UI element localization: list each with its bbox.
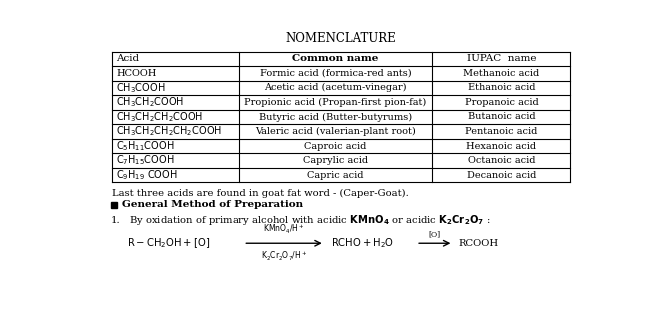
Text: Last three acids are found in goat fat word - (Caper-Goat).: Last three acids are found in goat fat w… [112,189,408,198]
Text: $\mathrm{CH_3COOH}$: $\mathrm{CH_3COOH}$ [116,81,166,95]
Text: Acetic acid (acetum-vinegar): Acetic acid (acetum-vinegar) [264,83,407,93]
Text: By oxidation of primary alcohol with acidic $\mathbf{KMnO_4}$ or acidic $\mathbf: By oxidation of primary alcohol with aci… [129,213,490,227]
Text: $\mathrm{CH_3CH_2COOH}$: $\mathrm{CH_3CH_2COOH}$ [116,96,185,109]
Text: $\mathrm{RCHO + H_2O}$: $\mathrm{RCHO + H_2O}$ [331,236,394,250]
Text: Caprylic acid: Caprylic acid [303,156,368,165]
Text: Valeric acid (valerian-plant root): Valeric acid (valerian-plant root) [255,127,416,136]
Text: $\mathrm{C_7H_{15}COOH}$: $\mathrm{C_7H_{15}COOH}$ [116,154,175,167]
Text: General Method of Preparation: General Method of Preparation [122,200,303,209]
Text: $\mathrm{C_9H_{19}\ COOH}$: $\mathrm{C_9H_{19}\ COOH}$ [116,168,178,182]
Text: Capric acid: Capric acid [307,170,364,179]
Text: RCOOH: RCOOH [459,239,499,248]
Text: Propanoic acid: Propanoic acid [464,98,538,107]
Text: $\mathrm{CH_3CH_2CH_2COOH}$: $\mathrm{CH_3CH_2CH_2COOH}$ [116,110,204,124]
Text: Butyric acid (Butter-butyrums): Butyric acid (Butter-butyrums) [259,113,412,122]
Text: Formic acid (formica-red ants): Formic acid (formica-red ants) [260,69,411,78]
Text: Caproic acid: Caproic acid [304,142,367,151]
Text: $\mathrm{K_2Cr_2O_7/H^+}$: $\mathrm{K_2Cr_2O_7/H^+}$ [261,250,307,263]
Text: Propionic acid (Propan-first pion-fat): Propionic acid (Propan-first pion-fat) [244,98,426,107]
Text: Hexanoic acid: Hexanoic acid [466,142,537,151]
Text: $\mathrm{C_5H_{11}COOH}$: $\mathrm{C_5H_{11}COOH}$ [116,139,175,153]
Text: Ethanoic acid: Ethanoic acid [468,83,535,92]
Text: Pentanoic acid: Pentanoic acid [465,127,537,136]
Text: Octanoic acid: Octanoic acid [468,156,535,165]
Text: $\mathrm{CH_3CH_2CH_2CH_2COOH}$: $\mathrm{CH_3CH_2CH_2CH_2COOH}$ [116,125,222,139]
Text: Decanoic acid: Decanoic acid [466,170,536,179]
Text: HCOOH: HCOOH [116,69,156,78]
Text: Methanoic acid: Methanoic acid [463,69,539,78]
Text: $\mathrm{KMnO_4/H^+}$: $\mathrm{KMnO_4/H^+}$ [263,223,305,236]
Text: 1.: 1. [111,216,120,225]
Bar [111,202,117,208]
Text: Common name: Common name [292,54,378,63]
Text: NOMENCLATURE: NOMENCLATURE [286,32,396,45]
Text: Acid: Acid [116,54,139,63]
Text: [O]: [O] [428,230,441,238]
Text: Butanoic acid: Butanoic acid [468,113,535,122]
Text: $\mathrm{R-CH_2OH + [O]}$: $\mathrm{R-CH_2OH + [O]}$ [127,236,210,250]
Text: IUPAC  name: IUPAC name [466,54,536,63]
